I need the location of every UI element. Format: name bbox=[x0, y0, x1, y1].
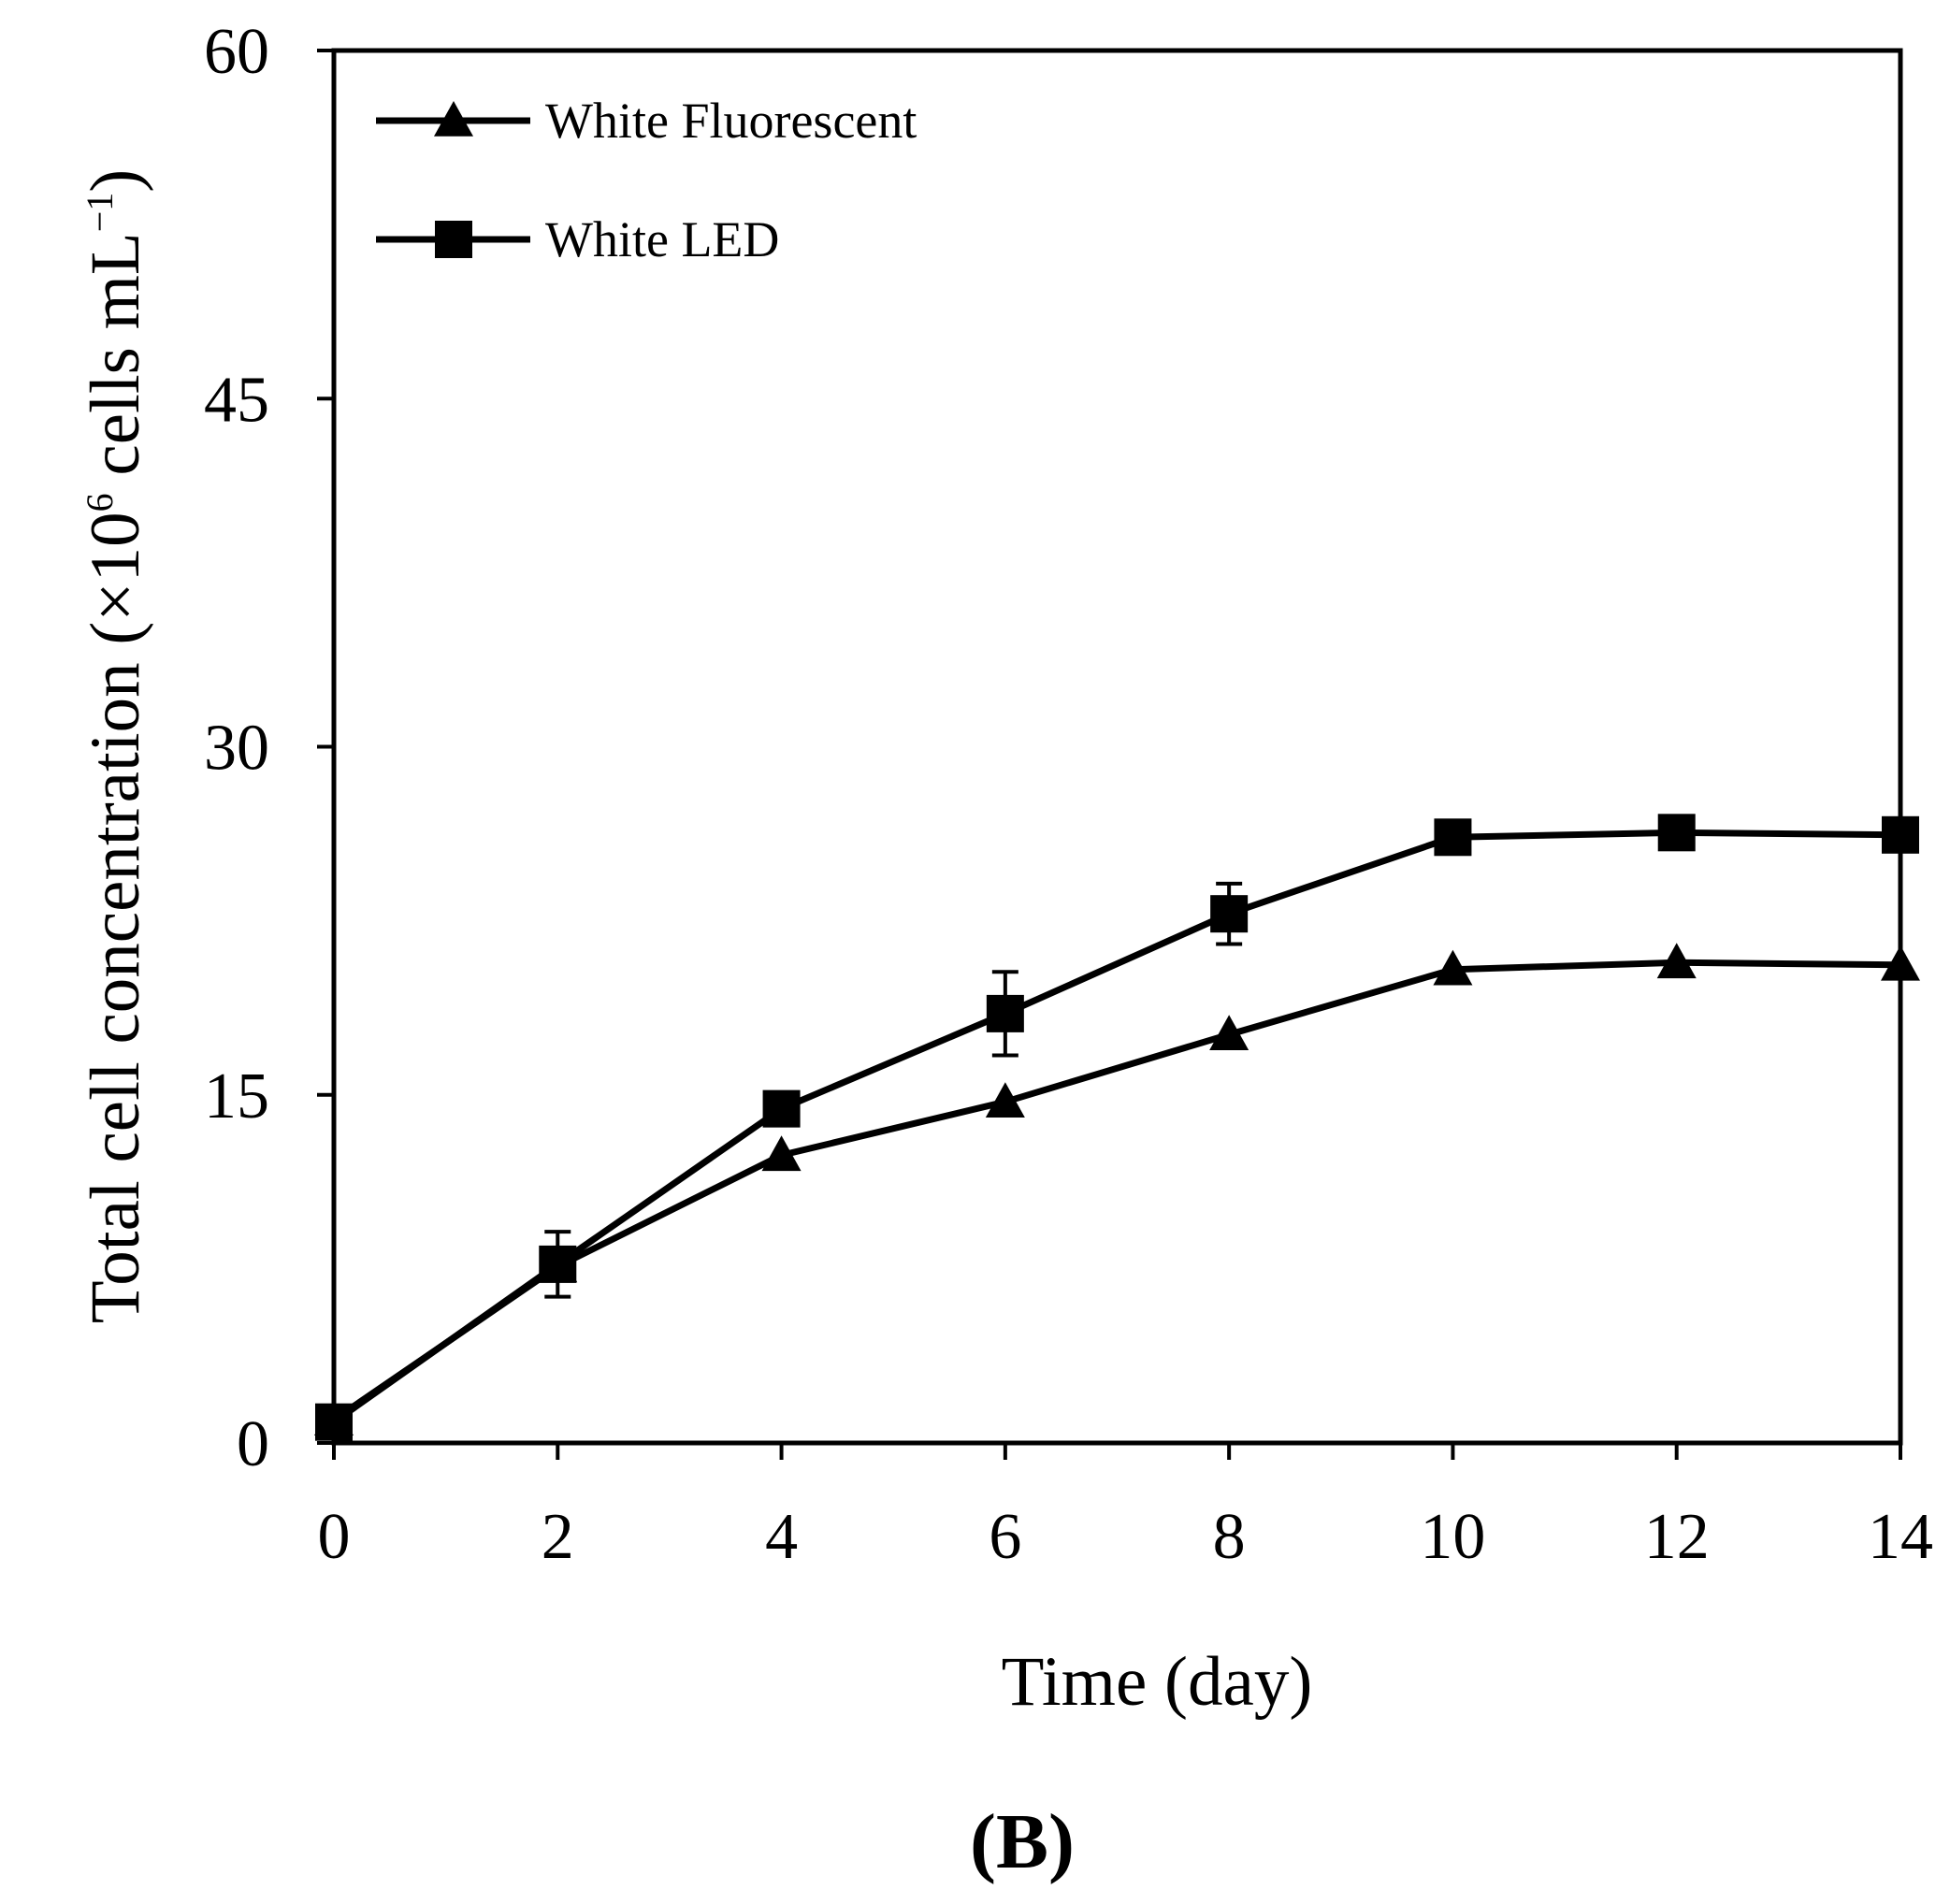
x-tick-label: 4 bbox=[765, 1501, 798, 1573]
series-line-white-fluorescent bbox=[332, 959, 1901, 1423]
series-line-white-led bbox=[331, 829, 1901, 1425]
x-tick-label: 14 bbox=[1868, 1501, 1933, 1573]
y-tick-label: 45 bbox=[204, 364, 269, 436]
y-tick-label: 30 bbox=[204, 713, 269, 785]
x-tick-label: 10 bbox=[1420, 1501, 1485, 1573]
data-point-square bbox=[986, 994, 1024, 1032]
y-tick-label: 15 bbox=[204, 1060, 269, 1132]
legend-marker-triangle bbox=[434, 101, 473, 137]
y-tick-label: 0 bbox=[237, 1408, 269, 1480]
y-axis-title-middle: cells mL bbox=[77, 232, 154, 493]
data-point-triangle bbox=[1433, 949, 1473, 986]
data-point-square bbox=[1210, 895, 1249, 933]
data-point-triangle bbox=[761, 1135, 802, 1172]
x-tick-label: 2 bbox=[542, 1501, 574, 1573]
series-white-led bbox=[315, 814, 1919, 1441]
x-tick-label: 6 bbox=[989, 1501, 1021, 1573]
legend-label: White LED bbox=[545, 211, 779, 267]
data-series bbox=[314, 814, 1920, 1441]
panel-label: (B) bbox=[970, 1798, 1075, 1885]
data-point-square bbox=[762, 1089, 801, 1128]
x-tick-label: 8 bbox=[1213, 1501, 1246, 1573]
data-point-triangle bbox=[1209, 1015, 1249, 1051]
series-white-fluorescent bbox=[314, 943, 1920, 1435]
data-point-square bbox=[315, 1403, 353, 1441]
x-tick-label: 12 bbox=[1644, 1501, 1710, 1573]
legend-label: White Fluorescent bbox=[545, 93, 917, 149]
data-point-square bbox=[539, 1245, 577, 1283]
y-axis-title-suffix: ) bbox=[77, 169, 154, 193]
y-axis-title-prefix: Total cell concentration (×10 bbox=[77, 512, 154, 1323]
x-axis-title: Time (day) bbox=[1002, 1643, 1313, 1721]
y-axis-ticks: 0 15 30 45 60 bbox=[204, 16, 334, 1480]
y-axis-title: Total cell concentration (×106 cells mL−… bbox=[77, 169, 154, 1324]
x-tick-label: 0 bbox=[318, 1501, 351, 1573]
legend: White Fluorescent White LED bbox=[376, 93, 917, 267]
data-point-triangle bbox=[985, 1082, 1025, 1118]
y-axis-title-exponent-2: −1 bbox=[79, 193, 121, 233]
x-axis-ticks: 0 2 4 6 8 10 12 14 bbox=[318, 1443, 1933, 1573]
data-point-triangle bbox=[1656, 943, 1697, 979]
y-tick-label: 60 bbox=[204, 16, 269, 88]
y-axis-title-exponent-1: 6 bbox=[79, 493, 121, 512]
data-point-square bbox=[1657, 814, 1696, 852]
data-point-triangle bbox=[1881, 945, 1920, 981]
data-point-square bbox=[1434, 818, 1472, 857]
legend-marker-square bbox=[435, 221, 472, 258]
data-point-square bbox=[1882, 815, 1919, 854]
